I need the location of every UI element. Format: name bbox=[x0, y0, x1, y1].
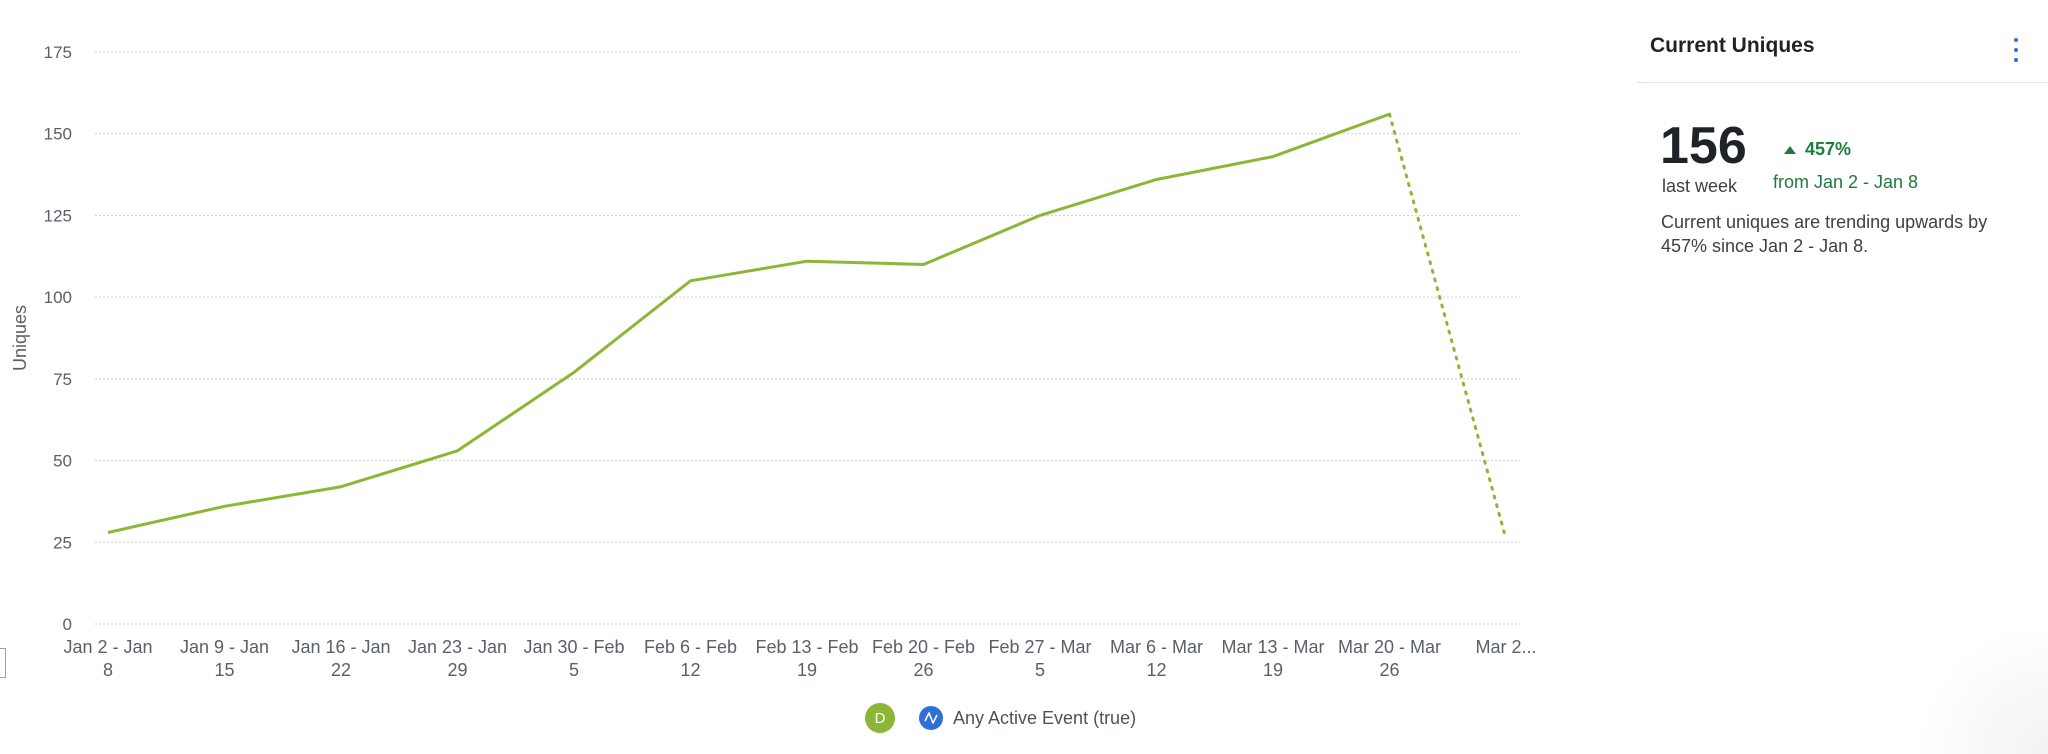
change-percent: 457% bbox=[1805, 139, 1852, 159]
y-tick-label: 100 bbox=[44, 288, 72, 307]
left-edge-control[interactable] bbox=[0, 648, 6, 678]
current-value: 156 bbox=[1660, 117, 1747, 175]
x-tick-label: Feb 20 - Feb 26 bbox=[872, 637, 975, 680]
y-tick-label: 175 bbox=[44, 43, 72, 62]
segment-badge[interactable]: D bbox=[865, 703, 895, 733]
x-tick-label: Mar 2... bbox=[1475, 637, 1536, 657]
x-tick-label: Mar 13 - Mar 19 bbox=[1221, 637, 1324, 680]
y-axis-label: Uniques bbox=[10, 305, 30, 371]
panel-title: Current Uniques bbox=[1650, 34, 1815, 57]
trend-description: Current uniques are trending upwards by … bbox=[1661, 212, 1988, 256]
x-tick-label: Feb 6 - Feb 12 bbox=[644, 637, 737, 680]
chart-legend: D Any Active Event (true) bbox=[865, 703, 1136, 733]
corner-shade bbox=[1908, 634, 2048, 754]
event-icon bbox=[919, 706, 943, 730]
change-indicator: 457% bbox=[1783, 139, 1851, 160]
series-line-incomplete bbox=[1388, 112, 1508, 541]
y-tick-label: 25 bbox=[53, 533, 72, 552]
x-tick-label: Mar 6 - Mar 12 bbox=[1110, 637, 1203, 680]
y-tick-label: 125 bbox=[44, 206, 72, 225]
current-period: last week bbox=[1662, 176, 1738, 196]
segment-badge-letter: D bbox=[874, 709, 886, 727]
panel-header: Current Uniques bbox=[1637, 0, 2048, 83]
kebab-icon[interactable] bbox=[2011, 38, 2021, 62]
x-tick-label: Jan 9 - Jan 15 bbox=[180, 637, 269, 680]
x-tick-label: Jan 2 - Jan 8 bbox=[63, 637, 152, 680]
y-tick-label: 0 bbox=[63, 615, 72, 634]
x-tick-label: Feb 27 - Mar 5 bbox=[988, 637, 1091, 680]
y-tick-label: 75 bbox=[53, 370, 72, 389]
x-tick-label: Jan 16 - Jan 22 bbox=[291, 637, 390, 680]
y-tick-label: 150 bbox=[44, 125, 72, 144]
uniques-chart: 0 25 50 75 100 125 150 175 Uniques Jan 2 - Jan 8 Ja… bbox=[10, 43, 1537, 680]
x-tick-label: Feb 13 - Feb 19 bbox=[755, 637, 858, 680]
current-uniques-panel: Current Uniques 156 last week 457% from … bbox=[1637, 0, 2048, 754]
x-tick-label: Mar 20 - Mar 26 bbox=[1338, 637, 1441, 680]
change-from: from Jan 2 - Jan 8 bbox=[1773, 172, 1919, 192]
chart-svg: 0 25 50 75 100 125 150 175 Uniques Jan 2 - Jan 8 Ja… bbox=[10, 43, 1537, 680]
x-tick-label: Jan 30 - Feb 5 bbox=[523, 637, 624, 680]
legend-event-label[interactable]: Any Active Event (true) bbox=[953, 707, 1137, 728]
x-tick-label: Jan 23 - Jan 29 bbox=[408, 637, 507, 680]
arrow-up-icon bbox=[1784, 145, 1796, 154]
y-tick-label: 50 bbox=[53, 452, 72, 471]
series-line bbox=[107, 112, 1391, 534]
